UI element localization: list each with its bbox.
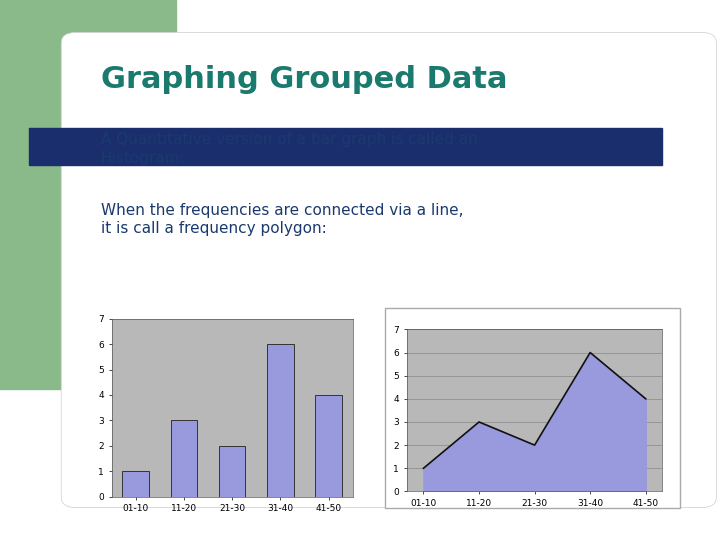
Bar xyxy=(219,446,246,497)
Text: Graphing Grouped Data: Graphing Grouped Data xyxy=(101,65,508,94)
Text: When the frequencies are connected via a line,
it is call a frequency polygon:: When the frequencies are connected via a… xyxy=(101,202,463,236)
Bar xyxy=(171,421,197,497)
Bar xyxy=(122,471,149,497)
Bar xyxy=(315,395,342,497)
Text: A Quantitative version of a bar graph is called an
Histogram:: A Quantitative version of a bar graph is… xyxy=(101,132,477,166)
Bar xyxy=(267,344,294,497)
